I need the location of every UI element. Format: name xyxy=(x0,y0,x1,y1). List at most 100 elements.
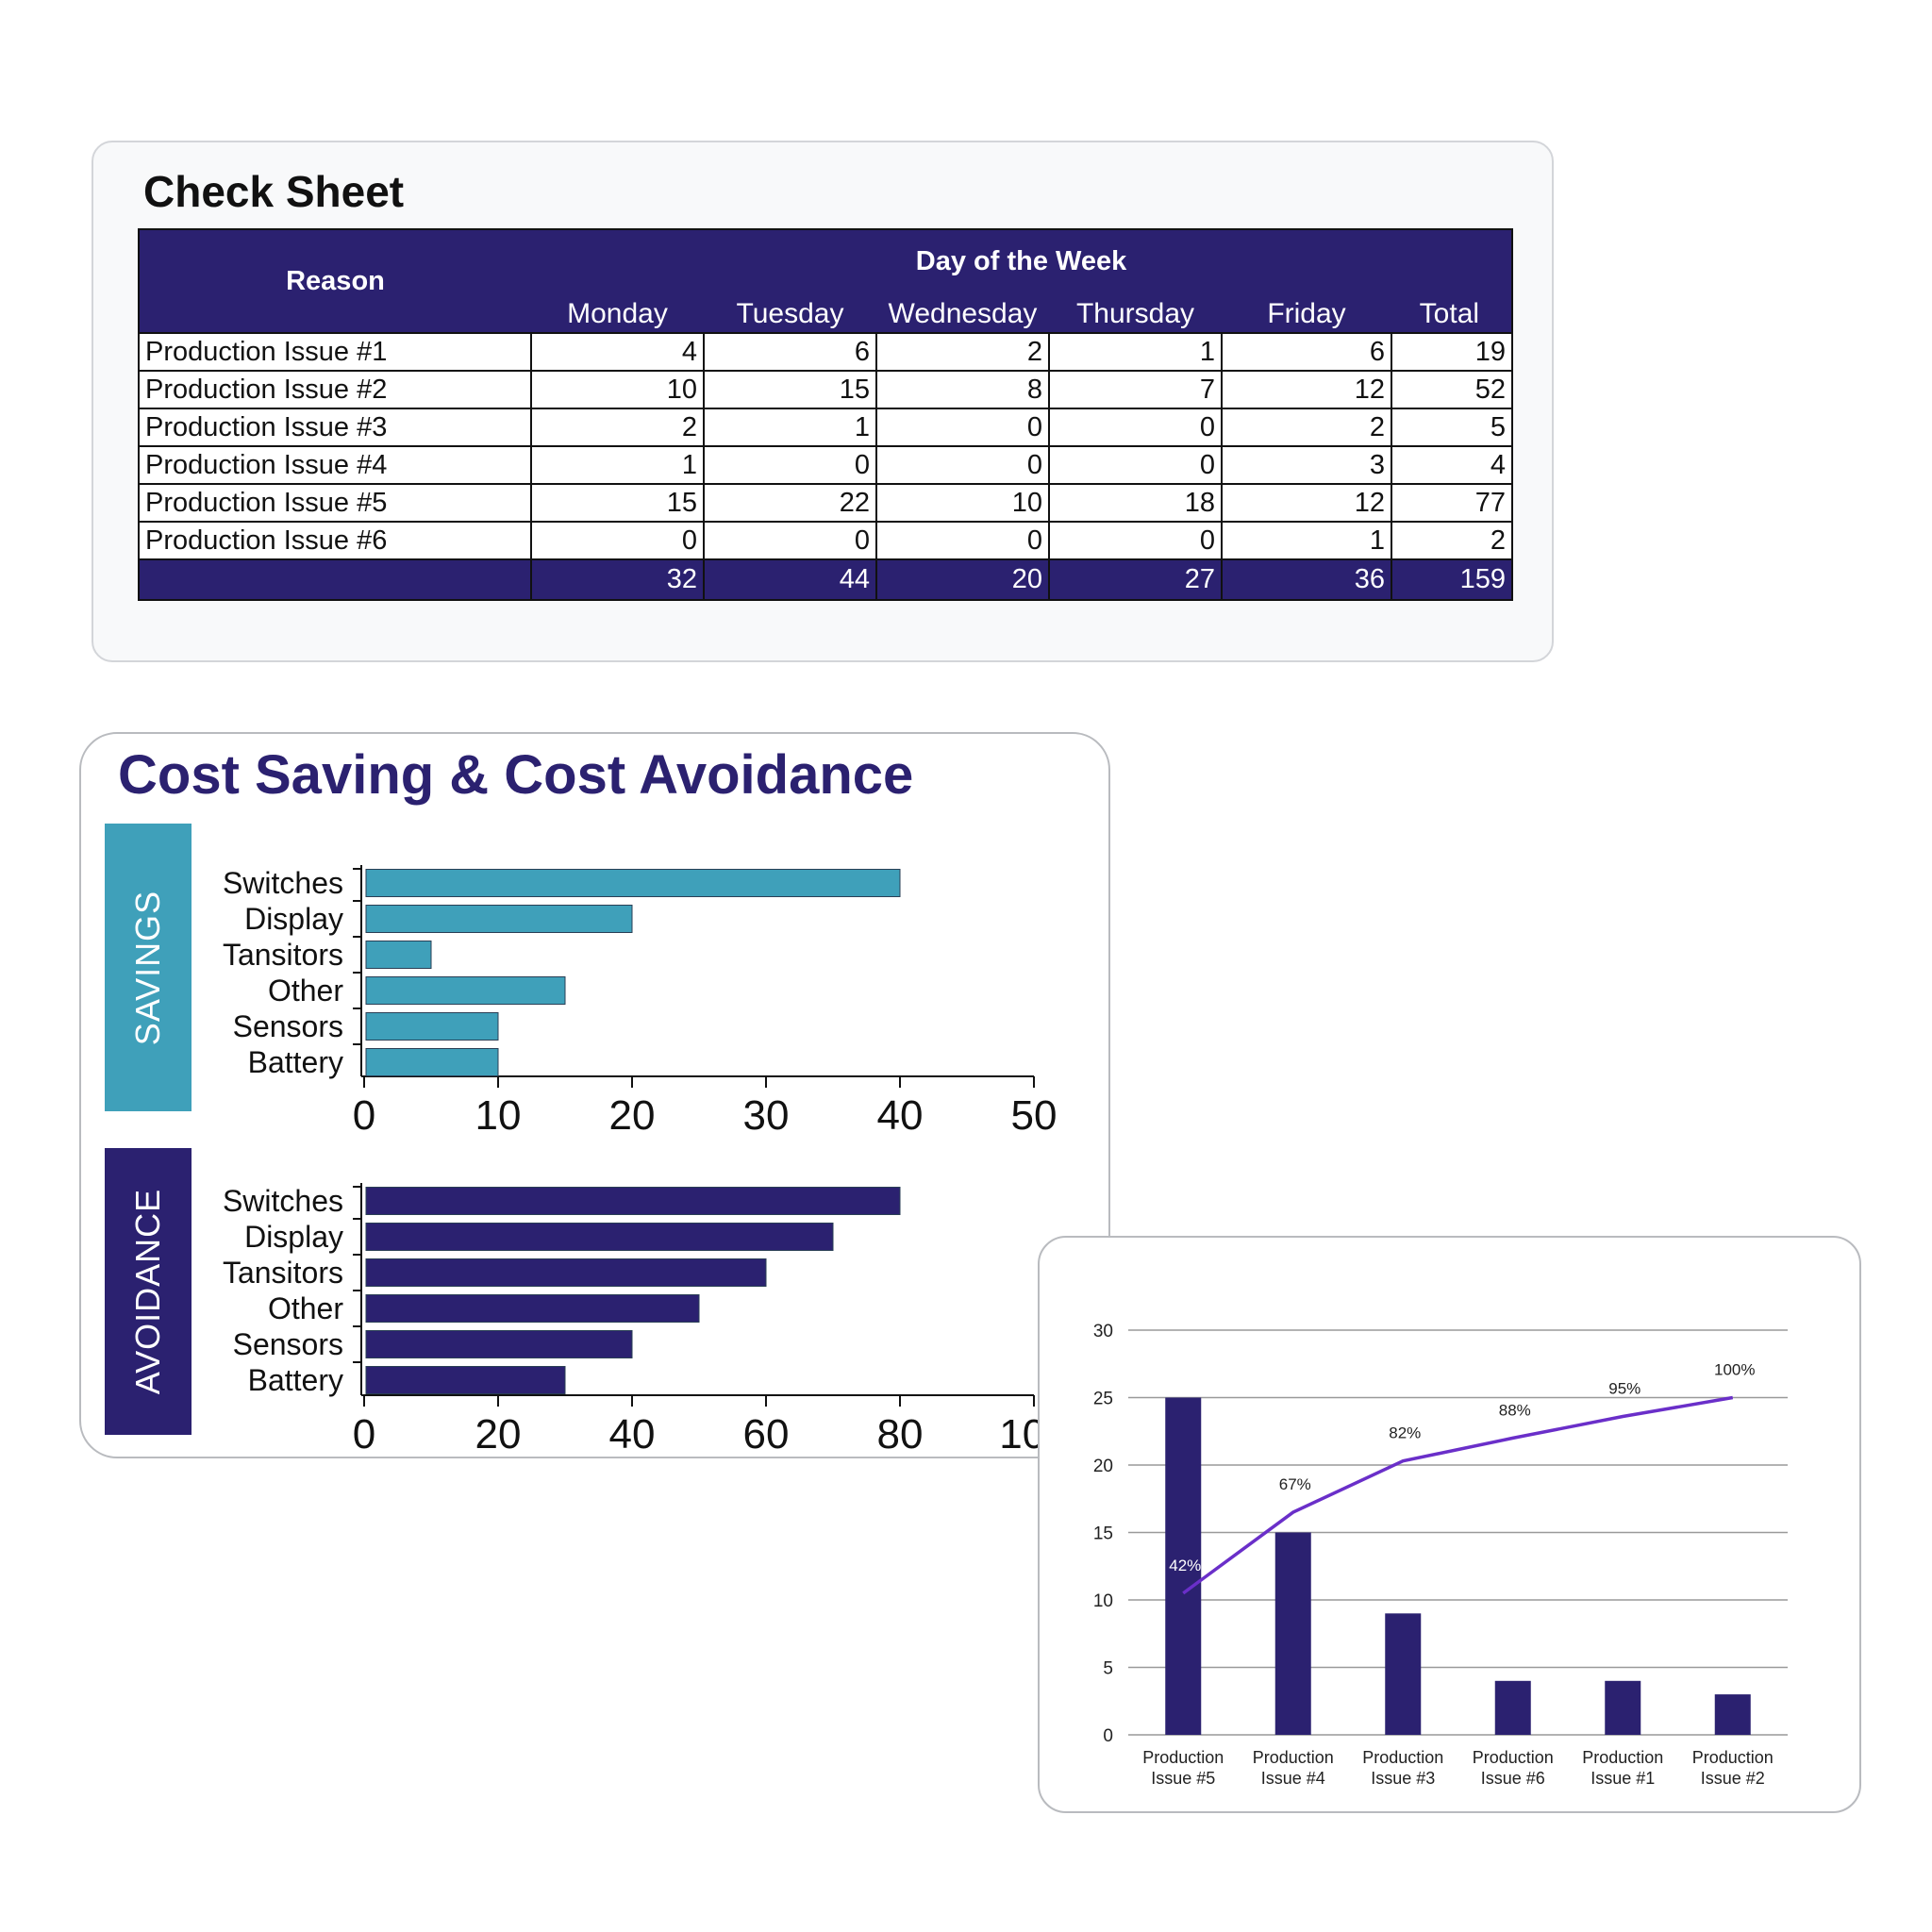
count-cell: 12 xyxy=(1221,483,1392,523)
table-row: Production Issue #4 1 0 0 0 3 4 xyxy=(138,445,1514,485)
pareto-y-tick-label: 0 xyxy=(1103,1726,1113,1746)
total-header: Total xyxy=(1391,281,1513,333)
count-cell: 1 xyxy=(1048,332,1223,372)
pareto-y-tick-label: 5 xyxy=(1103,1659,1113,1679)
savings-category-label: Sensors xyxy=(233,1009,343,1043)
pareto-bar xyxy=(1714,1694,1751,1735)
savings-category-label: Battery xyxy=(248,1045,343,1079)
footer-total-cell: 20 xyxy=(875,558,1050,601)
table-row: Production Issue #5 15 22 10 18 12 77 xyxy=(138,483,1514,523)
avoidance-category-label: Display xyxy=(244,1220,343,1254)
pareto-x-tick-label-line2: Issue #3 xyxy=(1371,1769,1435,1788)
pareto-x-tick-label-line2: Issue #2 xyxy=(1701,1769,1765,1788)
count-cell: 0 xyxy=(1048,521,1223,560)
check-sheet-table: Reason Day of the Week Monday Tuesday Wedn… xyxy=(138,228,1514,601)
total-cell: 2 xyxy=(1390,521,1514,560)
table-row: Production Issue #3 2 1 0 0 2 5 xyxy=(138,408,1514,447)
pareto-bar xyxy=(1494,1680,1531,1735)
pareto-y-tick-label: 30 xyxy=(1093,1322,1113,1341)
count-cell: 0 xyxy=(1048,445,1223,485)
day-header-friday: Friday xyxy=(1222,281,1391,333)
count-cell: 22 xyxy=(703,483,877,523)
savings-category-label: Other xyxy=(268,974,343,1008)
pareto-bar xyxy=(1385,1613,1422,1735)
savings-category-label: Display xyxy=(244,902,343,936)
savings-x-tick-label: 50 xyxy=(1011,1092,1058,1139)
savings-x-tick-label: 20 xyxy=(609,1092,656,1139)
count-cell: 4 xyxy=(530,332,705,372)
footer-total-cell: 36 xyxy=(1221,558,1392,601)
pareto-y-tick-label: 10 xyxy=(1093,1591,1113,1611)
reason-cell: Production Issue #6 xyxy=(138,521,532,560)
count-cell: 7 xyxy=(1048,370,1223,409)
count-cell: 0 xyxy=(530,521,705,560)
total-cell: 5 xyxy=(1390,408,1514,447)
pareto-x-tick-label-line1: Production xyxy=(1362,1748,1443,1767)
savings-bar xyxy=(365,905,633,933)
pareto-bar xyxy=(1274,1532,1311,1735)
savings-category-label: Switches xyxy=(223,866,343,900)
savings-x-tick-label: 0 xyxy=(353,1092,375,1139)
avoidance-bar xyxy=(365,1330,633,1358)
footer-total-cell: 32 xyxy=(530,558,705,601)
count-cell: 2 xyxy=(530,408,705,447)
pareto-x-tick-label-line2: Issue #5 xyxy=(1151,1769,1215,1788)
savings-bar-chart: SwitchesDisplayTansitorsOtherSensorsBatt… xyxy=(223,865,1069,1457)
count-cell: 10 xyxy=(875,483,1050,523)
footer-total-cell: 44 xyxy=(703,558,877,601)
avoidance-bar xyxy=(365,1366,566,1394)
count-cell: 1 xyxy=(703,408,877,447)
count-cell: 15 xyxy=(703,370,877,409)
reason-cell: Production Issue #4 xyxy=(138,445,532,485)
savings-bar xyxy=(365,941,432,969)
reason-cell: Production Issue #2 xyxy=(138,370,532,409)
savings-x-tick-label: 30 xyxy=(743,1092,790,1139)
pareto-cumulative-label: 95% xyxy=(1608,1380,1641,1398)
savings-bar xyxy=(365,869,901,897)
total-cell: 52 xyxy=(1390,370,1514,409)
table-row: Production Issue #6 0 0 0 0 1 2 xyxy=(138,521,1514,560)
day-header-tuesday: Tuesday xyxy=(704,281,876,333)
avoidance-x-tick-label: 80 xyxy=(877,1411,924,1457)
reason-cell: Production Issue #5 xyxy=(138,483,532,523)
count-cell: 10 xyxy=(530,370,705,409)
savings-x-tick-label: 10 xyxy=(475,1092,522,1139)
avoidance-bar xyxy=(365,1187,901,1215)
count-cell: 6 xyxy=(703,332,877,372)
count-cell: 12 xyxy=(1221,370,1392,409)
avoidance-category-label: Sensors xyxy=(233,1327,343,1361)
count-cell: 0 xyxy=(875,445,1050,485)
day-header-thursday: Thursday xyxy=(1049,281,1222,333)
pareto-bar xyxy=(1605,1680,1641,1735)
avoidance-label: AVOIDANCE xyxy=(105,1148,192,1435)
table-row: Production Issue #1 4 6 2 1 6 19 xyxy=(138,332,1514,372)
pareto-x-tick-label-line1: Production xyxy=(1692,1748,1774,1767)
count-cell: 3 xyxy=(1221,445,1392,485)
count-cell: 1 xyxy=(530,445,705,485)
table-row: Production Issue #2 10 15 8 7 12 52 xyxy=(138,370,1514,409)
day-header-monday: Monday xyxy=(531,281,704,333)
avoidance-category-label: Other xyxy=(268,1291,343,1325)
reason-header: Reason xyxy=(139,229,531,333)
count-cell: 1 xyxy=(1221,521,1392,560)
count-cell: 2 xyxy=(875,332,1050,372)
count-cell: 2 xyxy=(1221,408,1392,447)
pareto-x-tick-label-line2: Issue #6 xyxy=(1481,1769,1545,1788)
avoidance-bar xyxy=(365,1258,767,1287)
avoidance-x-tick-label: 40 xyxy=(609,1411,656,1457)
savings-category-label: Tansitors xyxy=(223,938,343,972)
savings-label: SAVINGS xyxy=(105,824,192,1111)
count-cell: 8 xyxy=(875,370,1050,409)
check-sheet-title: Check Sheet xyxy=(143,167,405,216)
count-cell: 0 xyxy=(875,408,1050,447)
total-cell: 19 xyxy=(1390,332,1514,372)
footer-blank-cell xyxy=(138,558,532,601)
pareto-cumulative-label: 88% xyxy=(1499,1401,1531,1419)
pareto-y-tick-label: 20 xyxy=(1093,1457,1113,1476)
pareto-cumulative-label: 100% xyxy=(1714,1361,1755,1379)
pareto-cumulative-label: 82% xyxy=(1389,1424,1421,1442)
pareto-x-tick-label-line1: Production xyxy=(1473,1748,1554,1767)
pareto-x-tick-label-line1: Production xyxy=(1582,1748,1663,1767)
pareto-y-tick-label: 15 xyxy=(1093,1524,1113,1544)
count-cell: 6 xyxy=(1221,332,1392,372)
